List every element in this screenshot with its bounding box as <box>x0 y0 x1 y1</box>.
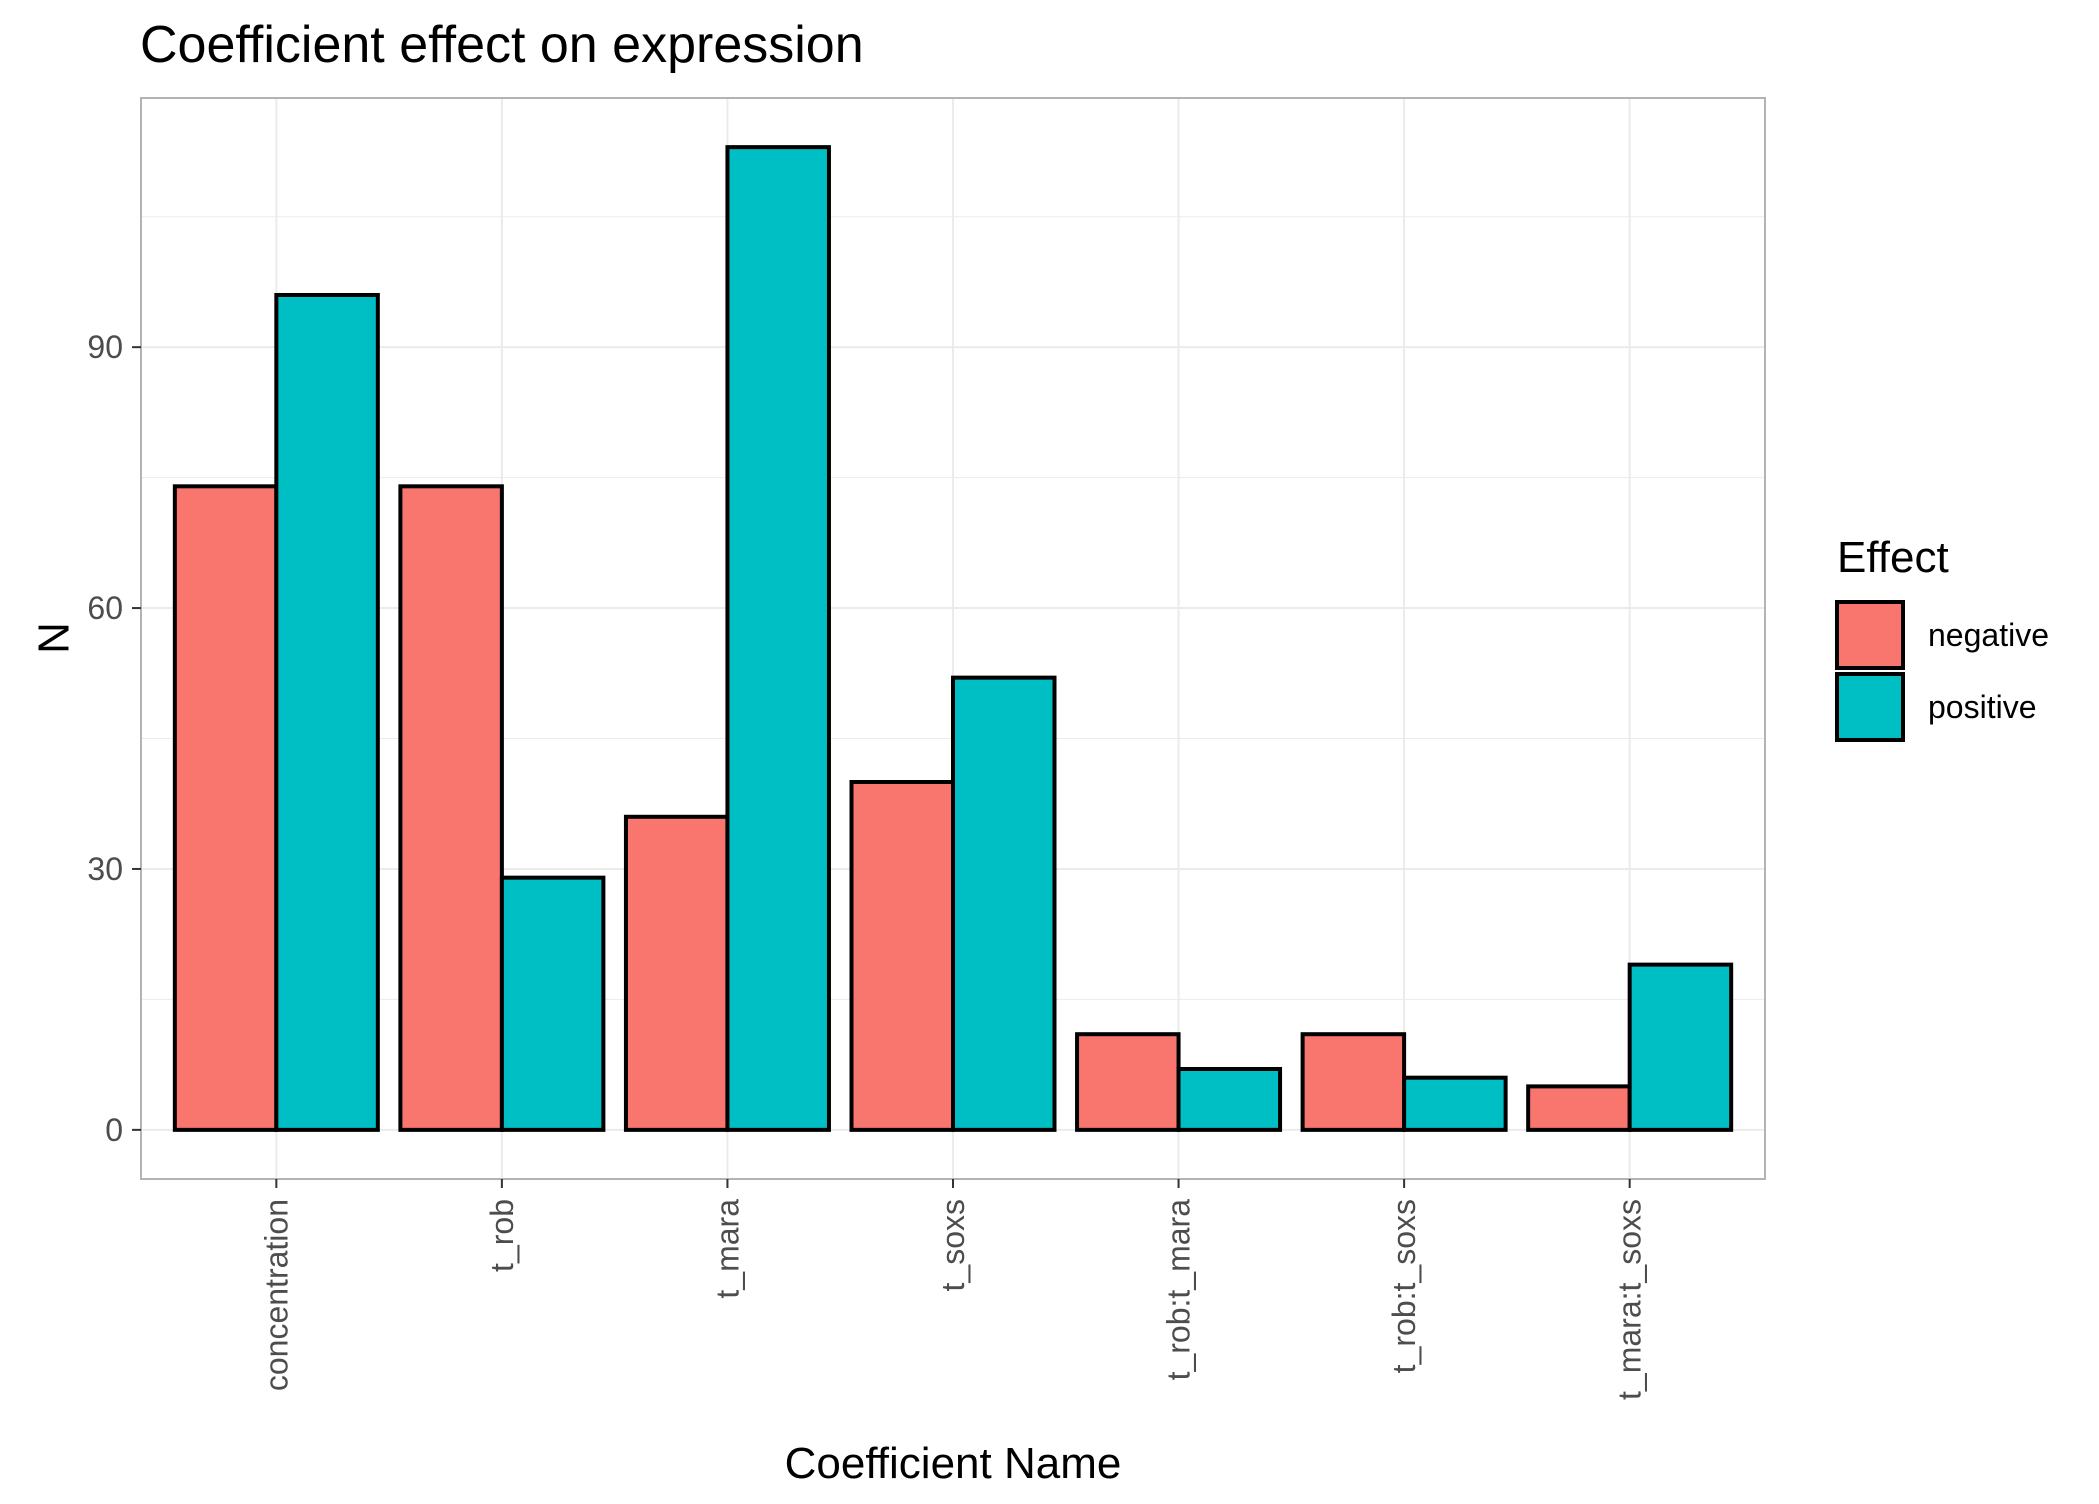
bar-positive-t-rob-t-mara <box>1176 1066 1283 1132</box>
x-axis-ticks: concentration t_rob t_mara t_soxs t_rob:t_ma… <box>258 1179 1648 1400</box>
legend-label-negative: negative <box>1928 617 2049 653</box>
x-tick-label: t_rob:t_soxs <box>1386 1199 1422 1373</box>
bar-negative-concentration <box>172 484 279 1132</box>
y-axis-title: N <box>30 622 79 654</box>
x-tick-label: t_rob <box>484 1199 520 1272</box>
legend: Effect negative positive <box>1835 533 2049 742</box>
bar-positive-concentration <box>274 292 380 1132</box>
x-tick-label: t_soxs <box>935 1199 971 1291</box>
bar-positive-t-mara-t-soxs <box>1627 962 1734 1132</box>
bar-positive-t-rob-t-soxs <box>1402 1075 1508 1132</box>
legend-key-negative <box>1835 600 1905 670</box>
x-tick-label: t_mara <box>709 1199 745 1299</box>
x-axis-title: Coefficient Name <box>785 1439 1122 1488</box>
bar-negative-t-mara <box>623 814 730 1132</box>
legend-title: Effect <box>1837 533 1949 582</box>
bar-positive-t-soxs <box>951 675 1057 1132</box>
y-tick-label: 60 <box>87 590 123 626</box>
bar-positive-t-rob <box>499 875 606 1132</box>
y-tick-label: 0 <box>105 1112 123 1148</box>
chart-title: Coefficient effect on expression <box>140 16 864 74</box>
bar-negative-t-rob <box>398 484 504 1132</box>
legend-key-positive <box>1835 672 1905 742</box>
y-tick-label: 30 <box>87 851 123 887</box>
y-tick-label: 90 <box>87 329 123 365</box>
x-tick-label: t_mara:t_soxs <box>1612 1199 1648 1400</box>
x-tick-label: concentration <box>258 1199 294 1391</box>
bar-negative-t-rob-t-soxs <box>1300 1032 1407 1132</box>
x-tick-label: t_rob:t_mara <box>1161 1199 1197 1381</box>
legend-label-positive: positive <box>1928 689 2037 725</box>
bars <box>172 145 1734 1132</box>
bar-negative-t-rob-t-mara <box>1075 1032 1181 1132</box>
y-axis-ticks: 0 30 60 90 <box>87 329 141 1148</box>
bar-negative-t-soxs <box>849 779 955 1132</box>
bar-positive-t-mara <box>725 145 831 1132</box>
bar-negative-t-mara-t-soxs <box>1526 1084 1632 1132</box>
